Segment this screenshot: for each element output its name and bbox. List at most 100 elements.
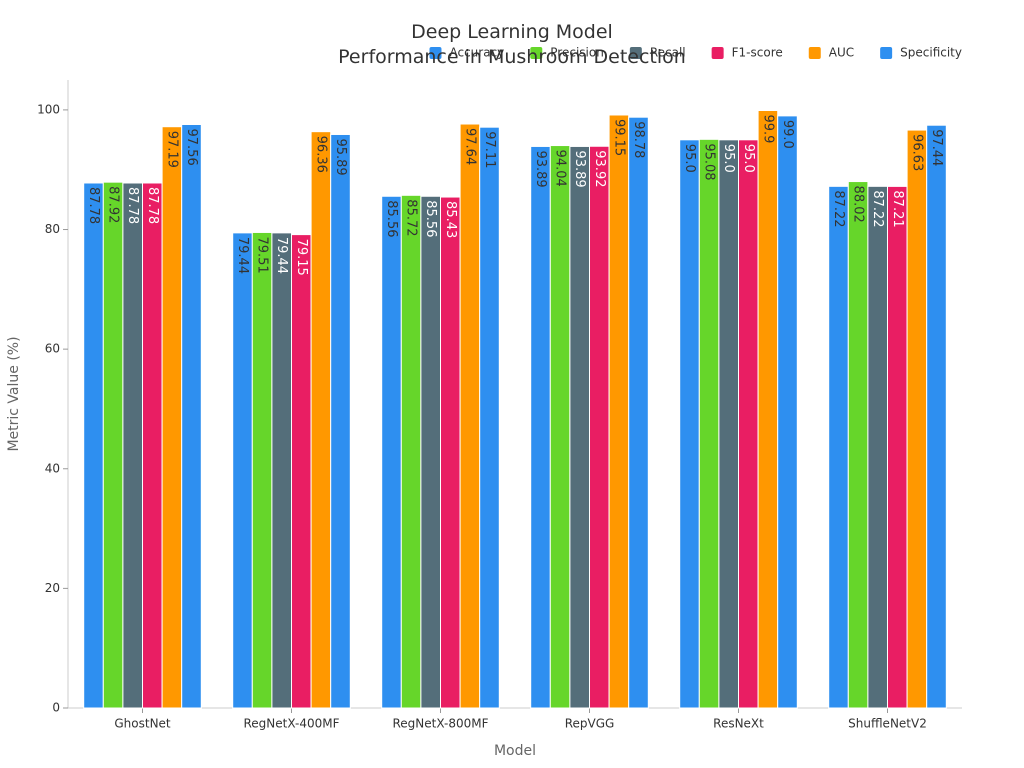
bar (679, 139, 700, 709)
value-label: 87.78 (145, 187, 160, 224)
y-tick-label: 0 (52, 701, 60, 715)
bar (589, 145, 610, 709)
value-label: 99.9 (760, 115, 775, 144)
legend-item: Accuracy (429, 46, 504, 60)
value-label: 85.72 (404, 199, 419, 236)
value-label: 98.78 (631, 121, 646, 158)
y-tick-label: 100 (37, 102, 60, 116)
bar (828, 185, 849, 709)
value-label: 99.0 (780, 120, 795, 149)
chart-title: Deep Learning Model Performance in Mushr… (338, 21, 686, 68)
bar (161, 126, 183, 709)
bar (906, 129, 928, 709)
value-label: 88.02 (851, 186, 866, 223)
value-label: 87.78 (86, 187, 101, 224)
legend-swatch (880, 47, 893, 59)
bar (738, 139, 759, 709)
value-label: 87.22 (870, 190, 885, 227)
legend-label: Accuracy (449, 46, 504, 60)
value-label: 93.89 (533, 150, 548, 187)
legend-label: AUC (829, 46, 854, 60)
legend-label: Precision (550, 46, 604, 60)
x-tick-label: RepVGG (565, 717, 615, 731)
bar (459, 123, 481, 709)
value-label: 79.15 (294, 239, 309, 276)
legend-label: Specificity (900, 46, 962, 60)
bar (381, 195, 402, 709)
value-label: 87.92 (106, 186, 121, 223)
value-label: 96.36 (313, 136, 328, 173)
bar (549, 145, 571, 709)
bar (181, 123, 202, 709)
legend-swatch (808, 47, 821, 59)
bar (83, 182, 104, 709)
y-tick-label: 80 (45, 222, 60, 236)
y-axis-label: Metric Value (%) (6, 336, 22, 451)
value-label: 93.92 (592, 150, 607, 187)
value-label: 97.56 (184, 128, 199, 165)
y-tick-label: 60 (45, 342, 60, 356)
bar (251, 231, 273, 709)
value-label: 93.89 (572, 150, 587, 187)
x-tick-label: RegNetX-800MF (393, 717, 489, 731)
bar (291, 234, 312, 709)
legend-item: Precision (530, 46, 604, 60)
bar (122, 182, 144, 709)
bar (530, 145, 551, 709)
legend-swatch (711, 47, 724, 59)
x-tick-label: ShuffleNetV2 (848, 717, 927, 731)
value-label: 99.15 (611, 119, 626, 156)
x-tick-label: GhostNet (114, 717, 171, 731)
bar (926, 124, 947, 709)
bar (757, 110, 779, 709)
value-label: 85.56 (423, 200, 438, 237)
x-tick-label: RegNetX-400MF (244, 717, 340, 731)
bar (777, 115, 798, 709)
value-label: 97.11 (482, 131, 497, 168)
value-label: 87.22 (831, 190, 846, 227)
value-label: 95.0 (682, 144, 697, 173)
bar (142, 182, 163, 709)
bar (628, 116, 649, 709)
bar (420, 195, 441, 709)
value-label: 87.78 (125, 187, 140, 224)
value-label: 97.19 (164, 131, 179, 168)
value-label: 97.44 (929, 129, 944, 166)
value-label: 94.04 (553, 150, 568, 187)
bar (232, 232, 253, 709)
legend-label: F1-score (732, 46, 783, 60)
bar (440, 196, 461, 709)
legend-label: Recall (650, 46, 686, 60)
legend-item: Specificity (880, 46, 962, 60)
value-label: 95.08 (702, 143, 717, 180)
value-label: 79.51 (255, 236, 270, 273)
bar (887, 185, 908, 709)
bar (400, 194, 422, 709)
bar (847, 181, 869, 709)
bar (479, 126, 500, 709)
value-label: 95.0 (741, 144, 756, 173)
legend-item: Recall (629, 46, 686, 60)
value-label: 97.64 (462, 128, 477, 165)
x-tick-label: ResNeXt (713, 717, 764, 731)
bar (102, 181, 124, 709)
value-label: 79.44 (274, 237, 289, 274)
legend-swatch (629, 47, 642, 59)
value-label: 87.21 (890, 190, 905, 227)
bar (867, 185, 889, 709)
legend-item: F1-score (711, 46, 783, 60)
value-label: 85.56 (384, 200, 399, 237)
y-tick-label: 40 (45, 461, 60, 475)
y-tick-label: 20 (45, 581, 60, 595)
value-label: 95.89 (333, 138, 348, 175)
bar (718, 139, 740, 709)
value-label: 85.43 (443, 201, 458, 238)
legend-item: AUC (808, 46, 854, 60)
bar (310, 131, 332, 709)
bar (569, 145, 591, 709)
bar (698, 138, 720, 709)
bar (608, 114, 630, 709)
legend-swatch (530, 47, 543, 59)
